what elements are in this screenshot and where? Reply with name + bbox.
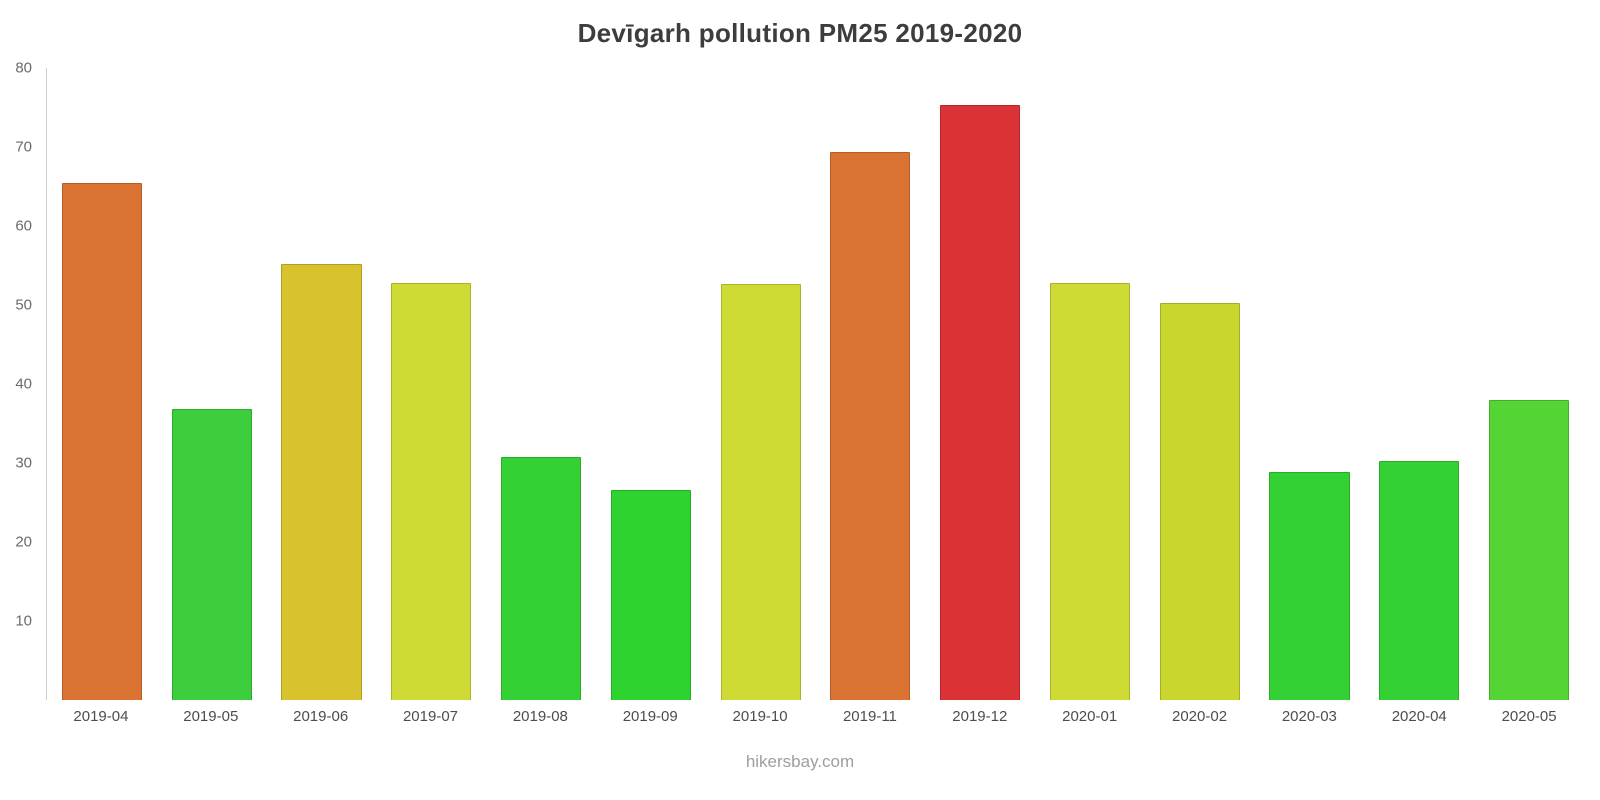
bar-2019-04 [61, 182, 142, 700]
bar-slot [1145, 68, 1255, 700]
x-tick-label: 2020-03 [1281, 708, 1337, 725]
x-tick-label: 2019-08 [512, 708, 568, 725]
x-tick-label: 2019-06 [293, 708, 349, 725]
x-tick-label: 2020-04 [1391, 708, 1447, 725]
y-axis: 10 20 30 40 50 60 70 80 [0, 60, 40, 700]
x-tick-label: 2019-09 [622, 708, 678, 725]
bar-slot [706, 68, 816, 700]
x-tick-label: 2019-10 [732, 708, 788, 725]
x-tick-label: 2019-07 [402, 708, 459, 725]
y-tick-label: 10 [15, 612, 32, 630]
bar-2019-07 [391, 282, 472, 700]
bar-slot [486, 68, 596, 700]
x-tick-label: 2020-02 [1171, 708, 1228, 725]
bar-slot [1474, 68, 1584, 700]
x-tick-label: 2019-12 [952, 708, 1008, 725]
bar-2019-10 [720, 283, 801, 700]
y-tick-label: 70 [15, 138, 32, 156]
bar-2019-06 [281, 263, 362, 700]
x-tick-label: 2019-05 [183, 708, 239, 725]
x-axis: 2019-04 2019-05 2019-06 2019-07 2019-08 2019-… [46, 708, 1584, 725]
bar-slot [47, 68, 157, 700]
y-tick-label: 40 [15, 375, 32, 393]
bar-slot [815, 68, 925, 700]
y-tick-label: 30 [15, 454, 32, 472]
y-tick-label: 80 [15, 59, 32, 77]
bar-2019-12 [940, 105, 1021, 700]
bar-2019-11 [830, 151, 911, 700]
x-tick-label: 2020-05 [1501, 708, 1557, 725]
y-tick-label: 60 [15, 217, 32, 235]
bar-slot [1255, 68, 1365, 700]
bar-2020-01 [1049, 282, 1130, 700]
x-tick-label: 2020-01 [1062, 708, 1118, 725]
bars-container [47, 68, 1584, 700]
bar-slot [1035, 68, 1145, 700]
hikersbay-footer-link[interactable]: hikersbay.com [745, 752, 855, 771]
bar-slot [267, 68, 377, 700]
bar-2020-03 [1269, 472, 1350, 700]
bar-2020-04 [1379, 461, 1460, 700]
x-tick-label: 2019-11 [842, 708, 897, 725]
chart-title: Devīgarh pollution PM25 2019-2020 [577, 18, 1023, 48]
y-tick-label: 50 [15, 296, 32, 314]
bar-2020-05 [1488, 399, 1570, 700]
bar-slot [157, 68, 267, 700]
bar-2019-09 [610, 489, 691, 700]
bar-2020-02 [1159, 303, 1240, 700]
bar-2019-08 [500, 456, 582, 700]
plot-area [46, 68, 1584, 700]
bar-slot [376, 68, 486, 700]
y-tick-label: 20 [15, 533, 32, 551]
bar-slot [1364, 68, 1474, 700]
bar-2019-05 [171, 409, 252, 700]
bar-slot [925, 68, 1035, 700]
x-tick-label: 2019-04 [73, 708, 129, 725]
bar-slot [596, 68, 706, 700]
